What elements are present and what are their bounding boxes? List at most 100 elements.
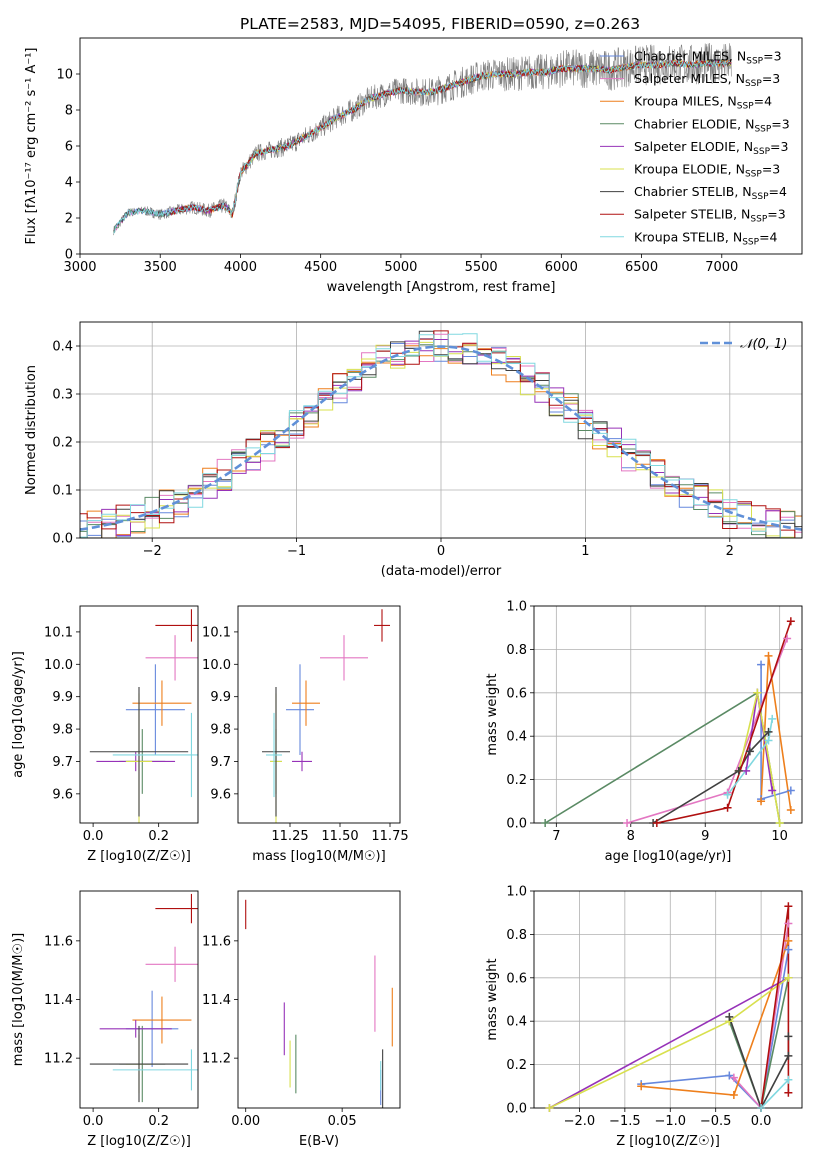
- y-tick-label: 9.8: [210, 723, 231, 738]
- weight-marker-chabrier-stelib: [784, 1032, 793, 1041]
- legend-nssp: =3: [770, 139, 788, 154]
- mass_vs_Z-plot-area: [89, 893, 198, 1103]
- y-tick-label: 0.2: [52, 436, 73, 451]
- weight-marker-kroupa-stelib: [784, 1075, 793, 1084]
- legend-nssp: =4: [769, 184, 787, 199]
- x-axis-label: Z [log10(Z/Z☉)]: [87, 849, 191, 864]
- y-tick-label: 4: [65, 176, 73, 191]
- legend-subscript: SSP: [746, 57, 763, 67]
- weight-marker-chabrier-miles: [786, 786, 795, 795]
- y-tick-label: 2: [65, 212, 73, 227]
- y-tick-label: 0.8: [506, 643, 527, 658]
- weight-marker-salpeter-elodie: [768, 786, 777, 795]
- y-tick-label: 10.1: [44, 625, 73, 640]
- weight-marker-kroupa-stelib: [768, 714, 777, 723]
- weight-marker-salpeter-stelib: [723, 803, 732, 812]
- weight-marker-kroupa-miles: [786, 805, 795, 814]
- weight-marker-kroupa-stelib: [764, 736, 773, 745]
- legend-nssp: =3: [771, 116, 789, 131]
- weight_vs_age-panel: 7 8 9 10 0.0 0.2 0.4 0.6 0.8 1.0 age [log10(age/yr…: [485, 600, 803, 864]
- x-tick-label: 8: [627, 829, 635, 844]
- weight-line-chabrier-elodie: [728, 977, 790, 1108]
- age_vs_mass-panel: 11.25 11.50 11.75 9.6 9.7 9.8 9.9 10.0 10.1 mass …: [202, 605, 409, 864]
- legend-label-salpeter-stelib: Salpeter STELIB, NSSP=3: [634, 207, 786, 225]
- weight-line-chabrier-stelib: [728, 1016, 790, 1108]
- x-tick-label: 2: [726, 544, 734, 559]
- legend-subscript: SSP: [754, 124, 771, 134]
- weight-marker-chabrier-miles: [725, 1071, 734, 1080]
- y-tick-label: 0.3: [52, 388, 73, 403]
- y-tick-label: 11.6: [44, 934, 73, 949]
- mass_vs_Z-panel: 0.0 0.2 11.2 11.4 11.6 Z [log10(Z/Z☉)] mass [l…: [11, 890, 199, 1149]
- y-tick-label: 11.4: [202, 993, 231, 1008]
- y-tick-label: 9.7: [210, 755, 231, 770]
- y-tick-label: 0.1: [52, 484, 73, 499]
- y-tick-label: 0.4: [52, 340, 73, 355]
- weight-marker-kroupa-miles: [764, 651, 773, 660]
- residuals-panel: −2 −1 0 1 2 0.0 0.1 0.2 0.3 0.4 (data-model)/error…: [24, 321, 803, 579]
- axes-frame: [533, 890, 803, 1109]
- weight-marker-salpeter-stelib: [652, 819, 661, 827]
- x-tick-label: 0.0: [751, 1114, 772, 1129]
- mass_vs_ebv-plot-area: [245, 899, 393, 1108]
- axes-frame: [79, 605, 199, 824]
- x-tick-label: 3000: [63, 260, 96, 275]
- age_vs_Z-panel: 0.0 0.2 9.6 9.7 9.8 9.9 10.0 10.1 Z [log10(Z/Z☉)…: [11, 605, 199, 864]
- residuals-plot-area: [80, 330, 802, 538]
- x-tick-label: 0.00: [231, 1114, 260, 1129]
- x-tick-label: 4000: [224, 260, 257, 275]
- y-tick-label: 1.0: [506, 600, 527, 615]
- x-axis-label: E(B-V): [299, 1134, 339, 1149]
- x-tick-label: −1.5: [609, 1114, 641, 1129]
- weight-marker-kroupa-miles: [637, 1082, 646, 1091]
- weight-marker-chabrier-stelib: [764, 727, 773, 736]
- y-axis-label: Normed distribution: [24, 365, 39, 495]
- model-spectrum-kroupa-stelib: [113, 59, 732, 234]
- y-tick-label: 0.2: [506, 1058, 527, 1073]
- residual-histogram-chabrier-miles: [80, 338, 802, 537]
- x-tick-label: −1: [287, 544, 306, 559]
- y-tick-label: 9.9: [52, 690, 73, 705]
- y-tick-label: 0.0: [506, 817, 527, 832]
- x-tick-label: −0.5: [700, 1114, 732, 1129]
- x-tick-label: 0.0: [83, 1114, 104, 1129]
- legend-label-kroupa-elodie: Kroupa ELODIE, NSSP=3: [634, 162, 780, 180]
- y-axis-label: mass weight: [485, 673, 500, 755]
- spectrum-legend: Chabrier MILES, NSSP=3 Salpeter MILES, NS…: [600, 49, 790, 247]
- weight-marker-kroupa-stelib: [723, 790, 732, 799]
- legend-subscript: SSP: [752, 192, 769, 202]
- x-tick-label: 0.2: [148, 829, 169, 844]
- x-axis-label: Z [log10(Z/Z☉)]: [616, 1134, 720, 1149]
- weight-line-chabrier-stelib: [652, 731, 770, 823]
- legend-nssp: =3: [762, 162, 780, 177]
- y-tick-label: 10.1: [202, 625, 231, 640]
- weight_vs_age-plot-area: [544, 620, 792, 823]
- y-axis-label: mass weight: [485, 958, 500, 1040]
- weight-marker-chabrier-elodie: [541, 819, 550, 827]
- y-tick-label: 0.8: [506, 928, 527, 943]
- x-tick-label: −1.0: [654, 1114, 686, 1129]
- y-tick-label: 8: [65, 104, 73, 119]
- y-tick-label: 11.2: [202, 1052, 231, 1067]
- x-tick-label: 10: [771, 829, 788, 844]
- x-tick-label: 1: [581, 544, 589, 559]
- spectrum-panel: 3000 3500 4000 4500 5000 5500 6000 6500 7000 0 2 4 6…: [24, 37, 803, 295]
- legend-subscript: SSP: [745, 79, 762, 89]
- y-tick-label: 9.6: [52, 787, 73, 802]
- weight-marker-chabrier-miles: [757, 660, 766, 669]
- y-axis-label: Flux [fλ10⁻¹⁷ erg cm⁻² s⁻¹ A⁻¹]: [24, 48, 39, 245]
- residual-histogram-kroupa-miles: [80, 344, 802, 538]
- y-tick-label: 0.0: [506, 1102, 527, 1117]
- weight-marker-kroupa-miles: [757, 797, 766, 806]
- legend-label-kroupa-miles: Kroupa MILES, NSSP=4: [634, 94, 772, 112]
- x-tick-label: 0.05: [328, 1114, 357, 1129]
- residual-histogram-kroupa-stelib: [80, 333, 802, 538]
- weight-line-chabrier-miles: [641, 949, 790, 1108]
- legend-nssp: =3: [763, 49, 781, 64]
- legend-subscript: SSP: [742, 237, 759, 247]
- y-tick-label: 1.0: [506, 885, 527, 900]
- y-tick-label: 6: [65, 140, 73, 155]
- legend-subscript: SSP: [750, 215, 767, 225]
- weight-marker-chabrier-miles: [784, 945, 793, 954]
